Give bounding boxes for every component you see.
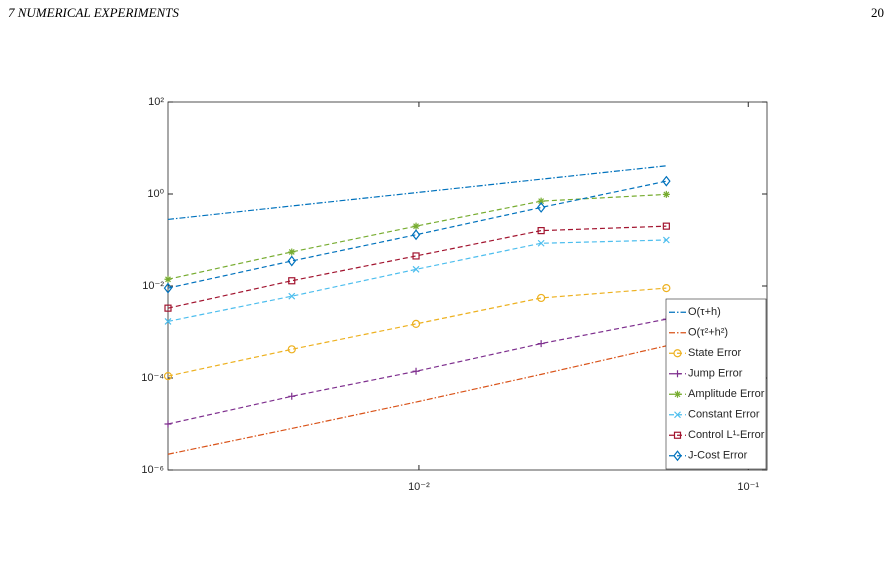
legend-label: Amplitude Error (688, 388, 765, 400)
legend-label: State Error (688, 347, 742, 359)
marker (288, 277, 296, 285)
legend-label: Control L¹-Error (688, 429, 765, 441)
marker (164, 275, 172, 283)
series-line (167, 318, 667, 425)
series-line (167, 193, 667, 280)
marker (412, 222, 420, 230)
marker (411, 229, 421, 241)
marker (674, 390, 681, 398)
marker (164, 420, 172, 428)
series-line (167, 287, 667, 377)
series-line (167, 180, 667, 289)
legend-box (665, 298, 767, 470)
marker (164, 317, 172, 325)
marker (287, 345, 296, 354)
y-tick-label: 10⁻⁶ (141, 464, 164, 476)
marker (164, 304, 172, 312)
marker (163, 282, 173, 294)
x-tick-label: 10⁻² (408, 481, 430, 493)
marker (412, 265, 420, 273)
y-tick-label: 10⁻⁴ (141, 372, 164, 384)
marker (673, 349, 682, 358)
marker (662, 284, 671, 293)
marker (537, 293, 546, 303)
marker (662, 222, 670, 230)
x-tick-label: 10⁻¹ (737, 481, 759, 493)
y-tick-label: 10⁻² (142, 280, 164, 292)
marker (412, 252, 420, 260)
marker (288, 248, 296, 256)
marker (662, 175, 671, 187)
marker (662, 236, 670, 244)
marker (163, 371, 173, 381)
series-line (167, 239, 667, 322)
legend-label: J-Cost Error (688, 450, 748, 462)
legend-label: O(τ+h) (688, 306, 721, 318)
legend-label: Constant Error (688, 409, 760, 421)
marker (411, 319, 421, 328)
marker (673, 450, 682, 462)
marker (288, 392, 296, 400)
series-line (167, 345, 667, 455)
section-header: 7 NUMERICAL EXPERIMENTS (8, 5, 179, 20)
marker (537, 239, 545, 247)
marker (537, 340, 545, 348)
legend-label: O(τ²+h²) (688, 327, 728, 339)
marker (662, 190, 670, 198)
page-number: 20 (871, 5, 884, 20)
legend-label: Jump Error (688, 368, 743, 380)
marker (537, 197, 545, 205)
marker (287, 255, 297, 267)
marker (674, 411, 681, 419)
marker (288, 292, 296, 300)
marker (673, 431, 682, 439)
series-line (167, 225, 667, 309)
marker (537, 227, 545, 235)
marker (412, 367, 420, 375)
marker (674, 370, 681, 378)
marker (536, 201, 546, 213)
series-line (167, 165, 667, 221)
y-tick-label: 10⁰ (147, 188, 164, 200)
y-tick-label: 10² (148, 96, 164, 108)
